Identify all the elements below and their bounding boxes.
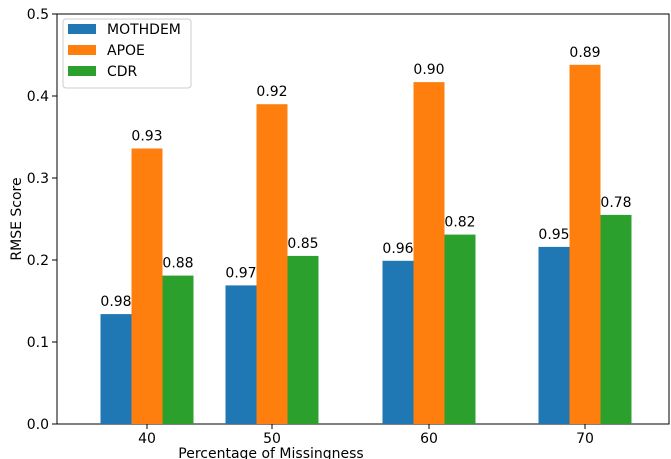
bar-apoe-50 <box>257 104 288 424</box>
bar-label-mothdem-50: 0.97 <box>225 265 256 281</box>
x-tick-label: 60 <box>420 431 438 447</box>
bar-label-mothdem-70: 0.95 <box>538 227 569 243</box>
y-axis-title: RMSE Score <box>9 177 25 260</box>
bar-mothdem-40 <box>101 314 132 424</box>
legend: MOTHDEM APOE CDR <box>63 19 191 88</box>
bar-label-cdr-70: 0.78 <box>600 195 631 211</box>
x-tick-label: 40 <box>138 431 156 447</box>
bar-label-cdr-40: 0.88 <box>162 256 193 272</box>
y-tick-label: 0.1 <box>27 335 49 351</box>
y-tick-label: 0.0 <box>27 417 49 433</box>
bar-mothdem-60 <box>383 261 414 424</box>
bar-apoe-70 <box>570 65 601 424</box>
bar-label-apoe-70: 0.89 <box>569 45 600 61</box>
bar-label-cdr-50: 0.85 <box>287 236 318 252</box>
x-tick-label: 50 <box>263 431 281 447</box>
legend-label-cdr: CDR <box>107 64 138 80</box>
legend-label-mothdem: MOTHDEM <box>107 22 181 38</box>
bar-mothdem-70 <box>539 247 570 424</box>
bar-mothdem-50 <box>226 285 257 424</box>
y-axis: 0.0 0.1 0.2 0.3 0.4 0.5 <box>27 7 57 433</box>
legend-swatch-apoe <box>68 45 96 55</box>
legend-label-apoe: APOE <box>107 43 145 59</box>
y-tick-label: 0.3 <box>27 171 49 187</box>
bar-label-apoe-60: 0.90 <box>413 62 444 78</box>
y-tick-label: 0.2 <box>27 253 49 269</box>
bar-apoe-60 <box>414 82 445 424</box>
bar-label-apoe-40: 0.93 <box>131 129 162 145</box>
legend-swatch-cdr <box>68 66 96 76</box>
y-tick-label: 0.4 <box>27 89 49 105</box>
bar-label-cdr-60: 0.82 <box>444 215 475 231</box>
x-axis: 40 50 60 70 <box>138 424 594 447</box>
bar-cdr-40 <box>163 276 194 424</box>
bar-cdr-50 <box>288 256 319 424</box>
bars-group <box>101 65 632 424</box>
x-axis-title: Percentage of Missingness <box>178 446 363 459</box>
bar-apoe-40 <box>132 149 163 425</box>
bar-cdr-60 <box>445 235 476 424</box>
bar-cdr-70 <box>601 215 632 424</box>
y-tick-label: 0.5 <box>27 7 49 23</box>
bar-label-apoe-50: 0.92 <box>256 84 287 100</box>
x-tick-label: 70 <box>576 431 594 447</box>
legend-swatch-mothdem <box>68 24 96 34</box>
bar-label-mothdem-60: 0.96 <box>382 241 413 257</box>
bar-label-mothdem-40: 0.98 <box>100 294 131 310</box>
